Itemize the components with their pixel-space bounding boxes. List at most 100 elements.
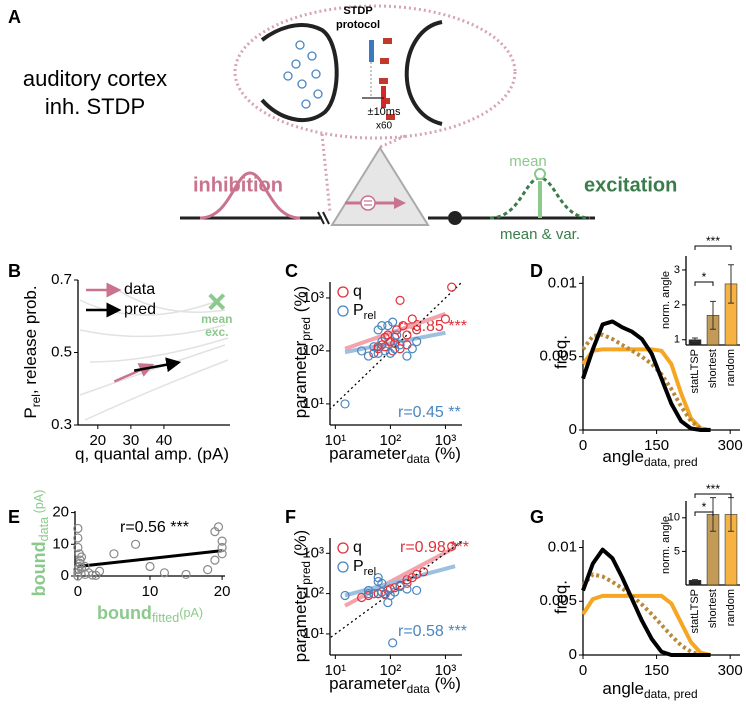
x-axis-label: data: [407, 452, 431, 466]
repeats-label: x60: [376, 121, 393, 132]
y-tick-label: 0.3: [51, 416, 72, 433]
annotation: r=0.56 ***: [120, 519, 189, 536]
legend-symbol: [337, 305, 349, 317]
point: [418, 567, 429, 577]
y-tick-label: 0.005: [539, 348, 577, 365]
y-tick-label: 0: [569, 421, 577, 438]
y-axis-label: norm. angle: [660, 516, 672, 574]
y-axis-label: freq.: [551, 335, 570, 369]
significance-bracket: [694, 281, 714, 286]
point: [87, 570, 97, 580]
y-tick-label: 10³: [302, 544, 324, 561]
point: [390, 587, 400, 597]
inhibition-curve: [199, 171, 301, 220]
inhibition-label: inhibition: [193, 174, 283, 196]
arrow: [133, 357, 182, 373]
point: [377, 578, 387, 588]
x-tick-label: 300: [718, 662, 743, 679]
panel-label: B: [8, 261, 21, 281]
point: [75, 558, 85, 568]
x-axis-label: angle: [602, 447, 644, 466]
legend-label: q: [353, 539, 362, 556]
x-tick-label: 10¹: [324, 662, 346, 679]
legend-label: rel: [364, 310, 376, 322]
category-label: random: [725, 589, 737, 626]
point: [398, 321, 408, 331]
point: [340, 590, 350, 601]
point: [388, 346, 398, 356]
y-tick-label: 0.005: [539, 592, 577, 609]
point: [407, 314, 417, 324]
y-axis-label: norm. angle: [660, 271, 672, 329]
y-tick-label: 10: [668, 512, 680, 524]
equals-sign: [364, 200, 372, 206]
point: [75, 555, 85, 565]
presynaptic-bouton: [260, 23, 339, 122]
y-tick-label: 1: [674, 334, 680, 346]
protocol-label: protocol: [336, 19, 380, 31]
neuron: [330, 146, 430, 226]
x-tick-label: 30: [123, 432, 140, 449]
significance-label: ***: [706, 234, 720, 248]
point: [377, 321, 387, 331]
category-label: shortest: [707, 349, 719, 388]
panel-label: F: [285, 507, 296, 527]
y-axis-label: (%): [291, 286, 310, 317]
x-axis-label: data: [407, 682, 431, 696]
mean-var-label: mean & var.: [500, 226, 580, 243]
point: [447, 541, 457, 551]
y-axis-label: bounddata (pA): [29, 490, 52, 597]
point: [377, 337, 387, 347]
point: [340, 399, 350, 409]
timing-label: ±10ms: [368, 106, 401, 118]
x-tick-label: 0: [579, 662, 587, 679]
point: [395, 344, 405, 354]
x-axis-label: angledata, pred: [602, 679, 697, 701]
point: [412, 325, 422, 335]
density-line: [581, 593, 711, 657]
x-tick-label: 20: [214, 583, 231, 600]
x-axis-label: q, quantal amp. (pA): [75, 444, 229, 463]
error-bar: [728, 264, 734, 304]
point: [203, 565, 213, 575]
panel-label: E: [8, 507, 20, 527]
point: [440, 314, 451, 324]
mean-label: mean: [509, 153, 547, 170]
point: [390, 338, 400, 348]
legend-symbol: [337, 542, 349, 554]
density-line: [581, 319, 711, 432]
point: [181, 569, 191, 580]
x-tick-label: 10³: [435, 662, 457, 679]
bubble: [233, 4, 517, 140]
x-axis-label: data, pred: [644, 455, 698, 469]
mean-marker: [208, 293, 226, 311]
panel-label: G: [530, 507, 544, 527]
category-label: shortest: [707, 589, 719, 628]
y-axis-label: parameterpred (%): [291, 530, 313, 662]
point: [74, 549, 84, 559]
point: [217, 536, 227, 546]
point: [388, 638, 398, 648]
point: [390, 583, 400, 593]
point: [80, 561, 90, 572]
diagram-title: auditory cortex: [23, 66, 167, 91]
y-axis-label: Prel, release prob.: [21, 285, 43, 418]
fit-line: [344, 545, 457, 608]
point: [395, 295, 405, 305]
y-tick-label: 10³: [302, 289, 324, 306]
y-tick-label: 0: [61, 567, 69, 584]
x-tick-label: 150: [644, 437, 669, 454]
point: [210, 555, 220, 565]
fit-line: [344, 330, 446, 355]
point: [395, 340, 405, 350]
balance-circle: [360, 195, 376, 211]
annotation: r=0.45 **: [398, 404, 461, 421]
x-tick-label: 10³: [435, 432, 457, 449]
x-axis-label: data, pred: [644, 687, 698, 701]
y-axis-label: pred: [299, 317, 313, 341]
y-tick-label: 0.01: [548, 274, 577, 291]
x-tick-label: 0: [74, 583, 82, 600]
point: [73, 533, 83, 543]
point: [217, 542, 227, 553]
fit-line: [77, 549, 223, 568]
